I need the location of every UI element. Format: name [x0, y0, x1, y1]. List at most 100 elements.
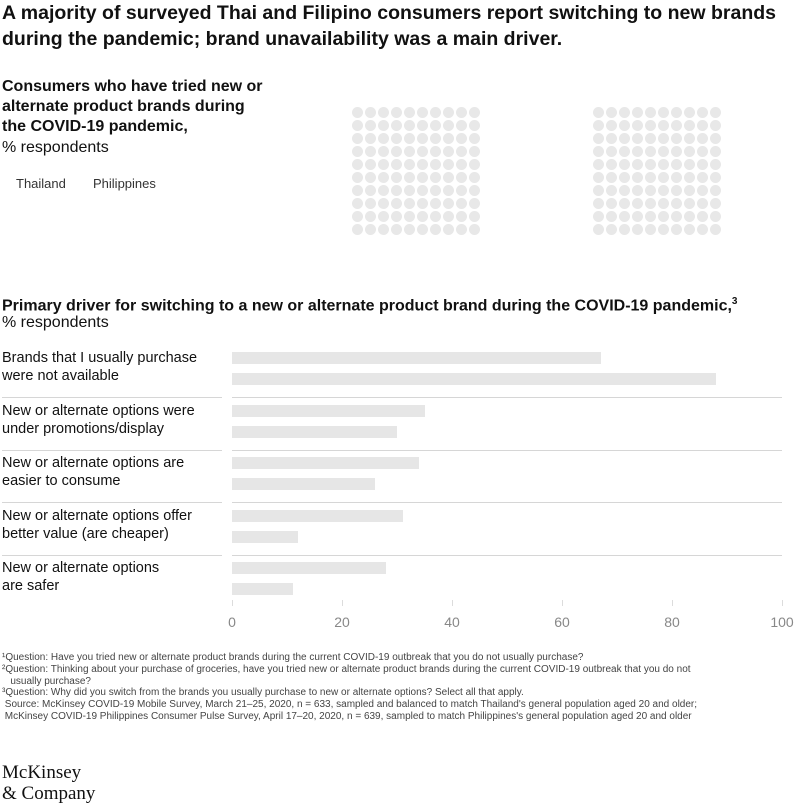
waffle-dot: [710, 224, 721, 235]
waffle-dot: [632, 224, 643, 235]
waffle-dot: [593, 107, 604, 118]
waffle-dot: [619, 133, 630, 144]
waffle-dot: [697, 185, 708, 196]
waffle-dot: [671, 107, 682, 118]
category-label: New or alternate options are: [2, 455, 185, 471]
waffle-dot: [684, 133, 695, 144]
waffle-dot: [710, 120, 721, 131]
waffle-dot: [593, 146, 604, 157]
waffle-dot: [469, 107, 480, 118]
waffle-dot: [710, 185, 721, 196]
waffle-dot: [443, 146, 454, 157]
waffle-dot: [684, 224, 695, 235]
waffle-dot: [456, 198, 467, 209]
legend-thailand: Thailand: [16, 176, 66, 191]
waffle-dot: [456, 224, 467, 235]
category-label: New or alternate options were: [2, 402, 195, 419]
waffle-dot: [684, 146, 695, 157]
waffle-dot: [593, 211, 604, 222]
category-label: Brands that I usually purchase: [2, 350, 198, 366]
waffle-dot: [469, 146, 480, 157]
waffle-dot: [658, 211, 669, 222]
waffle-dot: [697, 146, 708, 157]
waffle-dot: [684, 172, 695, 183]
section1-unit: % respondents: [2, 139, 109, 156]
waffle-dot: [619, 107, 630, 118]
waffle-dot: [469, 133, 480, 144]
waffle-dot: [352, 172, 363, 183]
waffle-dot: [443, 120, 454, 131]
waffle-dot: [469, 120, 480, 131]
waffle-dot: [606, 107, 617, 118]
bar-series-2: [232, 478, 375, 490]
waffle-dot: [469, 185, 480, 196]
waffle-dot: [619, 198, 630, 209]
waffle-dot: [697, 159, 708, 170]
category-label: easier to consume: [2, 473, 121, 489]
waffle-dot: [469, 211, 480, 222]
waffle-dot: [378, 146, 389, 157]
waffle-dot: [443, 133, 454, 144]
waffle-dot: [365, 107, 376, 118]
footnote-marker: 3: [731, 296, 738, 307]
waffle-dot: [658, 172, 669, 183]
waffle-dot: [632, 172, 643, 183]
waffle-dot: [606, 224, 617, 235]
waffle-dot: [671, 159, 682, 170]
waffle-dot: [404, 133, 415, 144]
waffle-dot: [684, 107, 695, 118]
waffle-dot: [391, 107, 402, 118]
waffle-dot: [658, 107, 669, 118]
waffle-dot: [404, 107, 415, 118]
waffle-dot: [619, 159, 630, 170]
waffle-dot: [710, 159, 721, 170]
waffle-dot: [710, 172, 721, 183]
waffle-dot: [697, 107, 708, 118]
waffle-dot: [456, 146, 467, 157]
waffle-dot: [417, 107, 428, 118]
waffle-dot: [619, 211, 630, 222]
waffle-dot: [684, 120, 695, 131]
waffle-dot: [645, 172, 656, 183]
waffle-dot: [710, 146, 721, 157]
waffle-dot: [671, 172, 682, 183]
row-divider: [232, 554, 782, 556]
waffle-dot: [365, 198, 376, 209]
waffle-dot: [645, 159, 656, 170]
waffle-dot: [352, 107, 363, 118]
waffle-dot: [430, 198, 441, 209]
waffle-dot: [697, 133, 708, 144]
waffle-dot: [606, 185, 617, 196]
waffle-dot: [378, 133, 389, 144]
waffle-dot: [365, 172, 376, 183]
row-divider: [2, 502, 222, 503]
waffle-dot: [404, 224, 415, 235]
waffle-dot: [391, 172, 402, 183]
waffle-dot: [430, 211, 441, 222]
waffle-dot: [658, 185, 669, 196]
waffle-dot: [404, 146, 415, 157]
waffle-dot: [645, 107, 656, 118]
waffle-dot: [632, 120, 643, 131]
waffle-dot: [391, 133, 402, 144]
x-tick-label: 0: [228, 614, 236, 630]
bar-series-1: [232, 509, 403, 522]
waffle-dot: [430, 146, 441, 157]
footnote-line: usually purchase?: [2, 675, 91, 687]
waffle-dot: [378, 198, 389, 209]
waffle-dot: [456, 159, 467, 170]
waffle-dot: [632, 211, 643, 222]
waffle-dot: [365, 133, 376, 144]
waffle-dot: [684, 211, 695, 222]
footnote-line: ¹Question: Have you tried new or alterna…: [2, 652, 584, 663]
waffle-dot: [697, 198, 708, 209]
waffle-dot: [417, 133, 428, 144]
waffle-dot: [632, 133, 643, 144]
waffle-dot: [671, 224, 682, 235]
waffle-dot: [404, 185, 415, 196]
bar-series-1: [232, 352, 601, 364]
waffle-dot: [645, 185, 656, 196]
waffle-dot: [619, 146, 630, 157]
x-tick-label: 80: [664, 614, 680, 630]
waffle-dot: [443, 107, 454, 118]
